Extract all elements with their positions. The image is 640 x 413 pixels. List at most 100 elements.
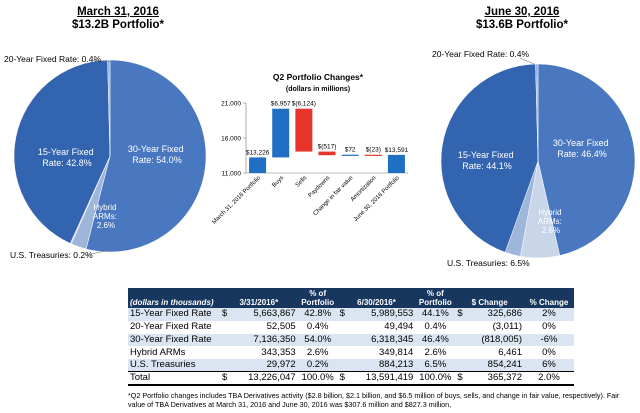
cell-q2-value: 6,318,345 xyxy=(347,333,416,347)
waterfall-value-label: $(517) xyxy=(318,144,337,151)
cell-currency xyxy=(337,359,348,372)
waterfall-value-label: $13,226 xyxy=(246,149,270,156)
cell-q1-value: 29,972 xyxy=(230,359,298,372)
cell-pct-change: 6% xyxy=(524,359,574,372)
col-header-q1-pct: % of Portfolio xyxy=(297,288,338,308)
waterfall-value-label: $72 xyxy=(345,147,356,154)
waterfall-bar xyxy=(272,108,290,158)
right-label-30yr: 30-Year Fixed Rate: 46.4% xyxy=(553,138,611,159)
cell-q1-value: 13,226,047 xyxy=(230,371,298,387)
waterfall-bars xyxy=(249,108,405,173)
right-label-hybrid: Hybrid ARMs: 2.6% xyxy=(538,208,564,235)
cell-currency: $ xyxy=(220,308,230,321)
pie-june-slice-4 xyxy=(535,63,539,162)
cell-currency xyxy=(337,333,348,347)
table-row: 30-Year Fixed Rate 7,136,350 54.0% 6,318,34… xyxy=(128,333,574,347)
waterfall-ytick-label: 11,000 xyxy=(222,171,242,178)
cell-currency xyxy=(220,346,230,360)
cell-category: 30-Year Fixed Rate xyxy=(128,333,220,347)
right-portfolio-header: June 30, 2016 $13.6B Portfolio* xyxy=(432,6,612,32)
right-label-20yr: 20-Year Fixed Rate: 0.4% xyxy=(432,49,529,59)
footnote: *Q2 Portfolio changes includes TBA Deriv… xyxy=(128,391,620,409)
left-label-30yr-line2: Rate: 54.0% xyxy=(132,155,182,165)
left-label-20yr: 20-Year Fixed Rate: 0.4% xyxy=(4,54,101,64)
cell-pct-change: 0% xyxy=(524,320,574,334)
cell-q1-value: 343,353 xyxy=(230,346,298,360)
right-label-hybrid-line3: 2.6% xyxy=(542,226,560,235)
cell-currency xyxy=(455,359,466,372)
cell-category: Hybrid ARMs xyxy=(128,346,220,360)
table-row: U.S. Treasuries 29,972 0.2% 884,213 6.5% 854,… xyxy=(128,359,574,372)
pie-june-slice-0 xyxy=(537,63,636,256)
waterfall-value-label: $(6,124) xyxy=(292,101,316,108)
cell-q2-pct: 2.6% xyxy=(415,346,456,360)
cell-q2-pct: 100.0% xyxy=(415,371,456,387)
cell-pct-change: 0% xyxy=(524,346,574,360)
right-label-hybrid-line1: Hybrid xyxy=(538,208,561,217)
cell-pct-change: 2.0% xyxy=(524,371,574,387)
left-label-15yr: 15-Year Fixed Rate: 42.8% xyxy=(38,147,96,168)
col-header-q2-value: 6/30/2016* xyxy=(337,288,416,308)
right-label-15yr-line1: 15-Year Fixed xyxy=(458,150,514,160)
waterfall-chart: Q2 Portfolio Changes* (dollars in millio… xyxy=(212,72,409,226)
cell-q2-pct: 44.1% xyxy=(415,308,456,321)
left-label-30yr-line1: 30-Year Fixed xyxy=(128,144,184,154)
waterfall-category-label: Sells xyxy=(295,175,308,188)
right-date: June 30, 2016 xyxy=(484,6,560,18)
pie-march-slice-0 xyxy=(85,59,207,253)
cell-q1-pct: 0.2% xyxy=(297,359,338,372)
waterfall-category-label: June 30, 2016 Portfolio xyxy=(353,175,401,223)
col-header-q1-value: 3/31/2016* xyxy=(220,288,298,308)
left-label-hybrid-line3: 2.6% xyxy=(97,221,115,230)
waterfall-y-axis: 11,000 16,000 21,000 xyxy=(221,101,408,178)
cell-change: 365,372 xyxy=(465,371,524,387)
cell-currency: $ xyxy=(337,371,348,387)
cell-currency xyxy=(220,333,230,347)
waterfall-category-labels: March 31, 2016 Portfolio Buys Sells Paydown… xyxy=(212,175,402,226)
waterfall-subtitle: (dollars in millions) xyxy=(286,86,350,93)
pie-march-slice-4 xyxy=(107,59,111,157)
right-label-30yr-line2: Rate: 46.4% xyxy=(557,149,607,159)
cell-currency: $ xyxy=(337,308,348,321)
left-label-15yr-line1: 15-Year Fixed xyxy=(38,147,94,157)
waterfall-bar xyxy=(341,154,359,156)
cell-q1-value: 52,505 xyxy=(230,320,298,334)
cell-pct-change: 2% xyxy=(524,308,574,321)
cell-category: U.S. Treasuries xyxy=(128,359,220,372)
waterfall-category-label: March 31, 2016 Portfolio xyxy=(212,175,263,226)
left-label-hybrid-line1: Hybrid xyxy=(93,203,116,212)
right-label-hybrid-line2: ARMs: xyxy=(538,217,562,226)
waterfall-bar xyxy=(318,151,336,156)
col-header-q2-pct: % of Portfolio xyxy=(415,288,456,308)
waterfall-value-labels: $13,226 $6,957 $(6,124) $(517) $72 $(23) $13,5… xyxy=(246,101,409,157)
col-header-pct-change: % Change xyxy=(524,288,574,308)
cell-change: 325,686 xyxy=(465,308,524,321)
cell-q1-pct: 54.0% xyxy=(297,333,338,347)
pie-chart-march xyxy=(13,59,207,253)
right-label-treasuries: U.S. Treasuries: 6.5% xyxy=(447,258,530,268)
waterfall-title: Q2 Portfolio Changes* xyxy=(273,72,364,82)
cell-currency xyxy=(455,320,466,334)
cell-change: 854,241 xyxy=(465,359,524,372)
right-portfolio-size: $13.6B Portfolio* xyxy=(475,19,569,31)
cell-q1-pct: 100.0% xyxy=(297,371,338,387)
pie-march-slice-3 xyxy=(13,59,111,244)
cell-currency xyxy=(455,333,466,347)
left-date: March 31, 2016 xyxy=(77,6,159,18)
cell-change: 6,461 xyxy=(465,346,524,360)
cell-currency xyxy=(220,320,230,334)
table-row: Hybrid ARMs 343,353 2.6% 349,814 2.6% 6,461 0% xyxy=(128,346,574,360)
waterfall-category-label: Change in fair value xyxy=(313,175,355,217)
cell-q2-value: 884,213 xyxy=(347,359,416,372)
cell-category: 15-Year Fixed Rate xyxy=(128,308,220,321)
cell-q1-pct: 2.6% xyxy=(297,346,338,360)
cell-q2-value: 13,591,419 xyxy=(347,371,416,387)
right-leader-20yr xyxy=(519,57,535,65)
left-label-treasuries: U.S. Treasuries: 0.2% xyxy=(10,250,93,260)
right-label-15yr-line2: Rate: 44.1% xyxy=(462,161,512,171)
waterfall-ytick-label: 16,000 xyxy=(221,136,241,143)
cell-currency xyxy=(337,346,348,360)
portfolio-table: (dollars in thousands) 3/31/2016* % of P… xyxy=(128,288,574,387)
left-leader-treasuries xyxy=(85,249,111,256)
waterfall-bar xyxy=(295,108,313,152)
